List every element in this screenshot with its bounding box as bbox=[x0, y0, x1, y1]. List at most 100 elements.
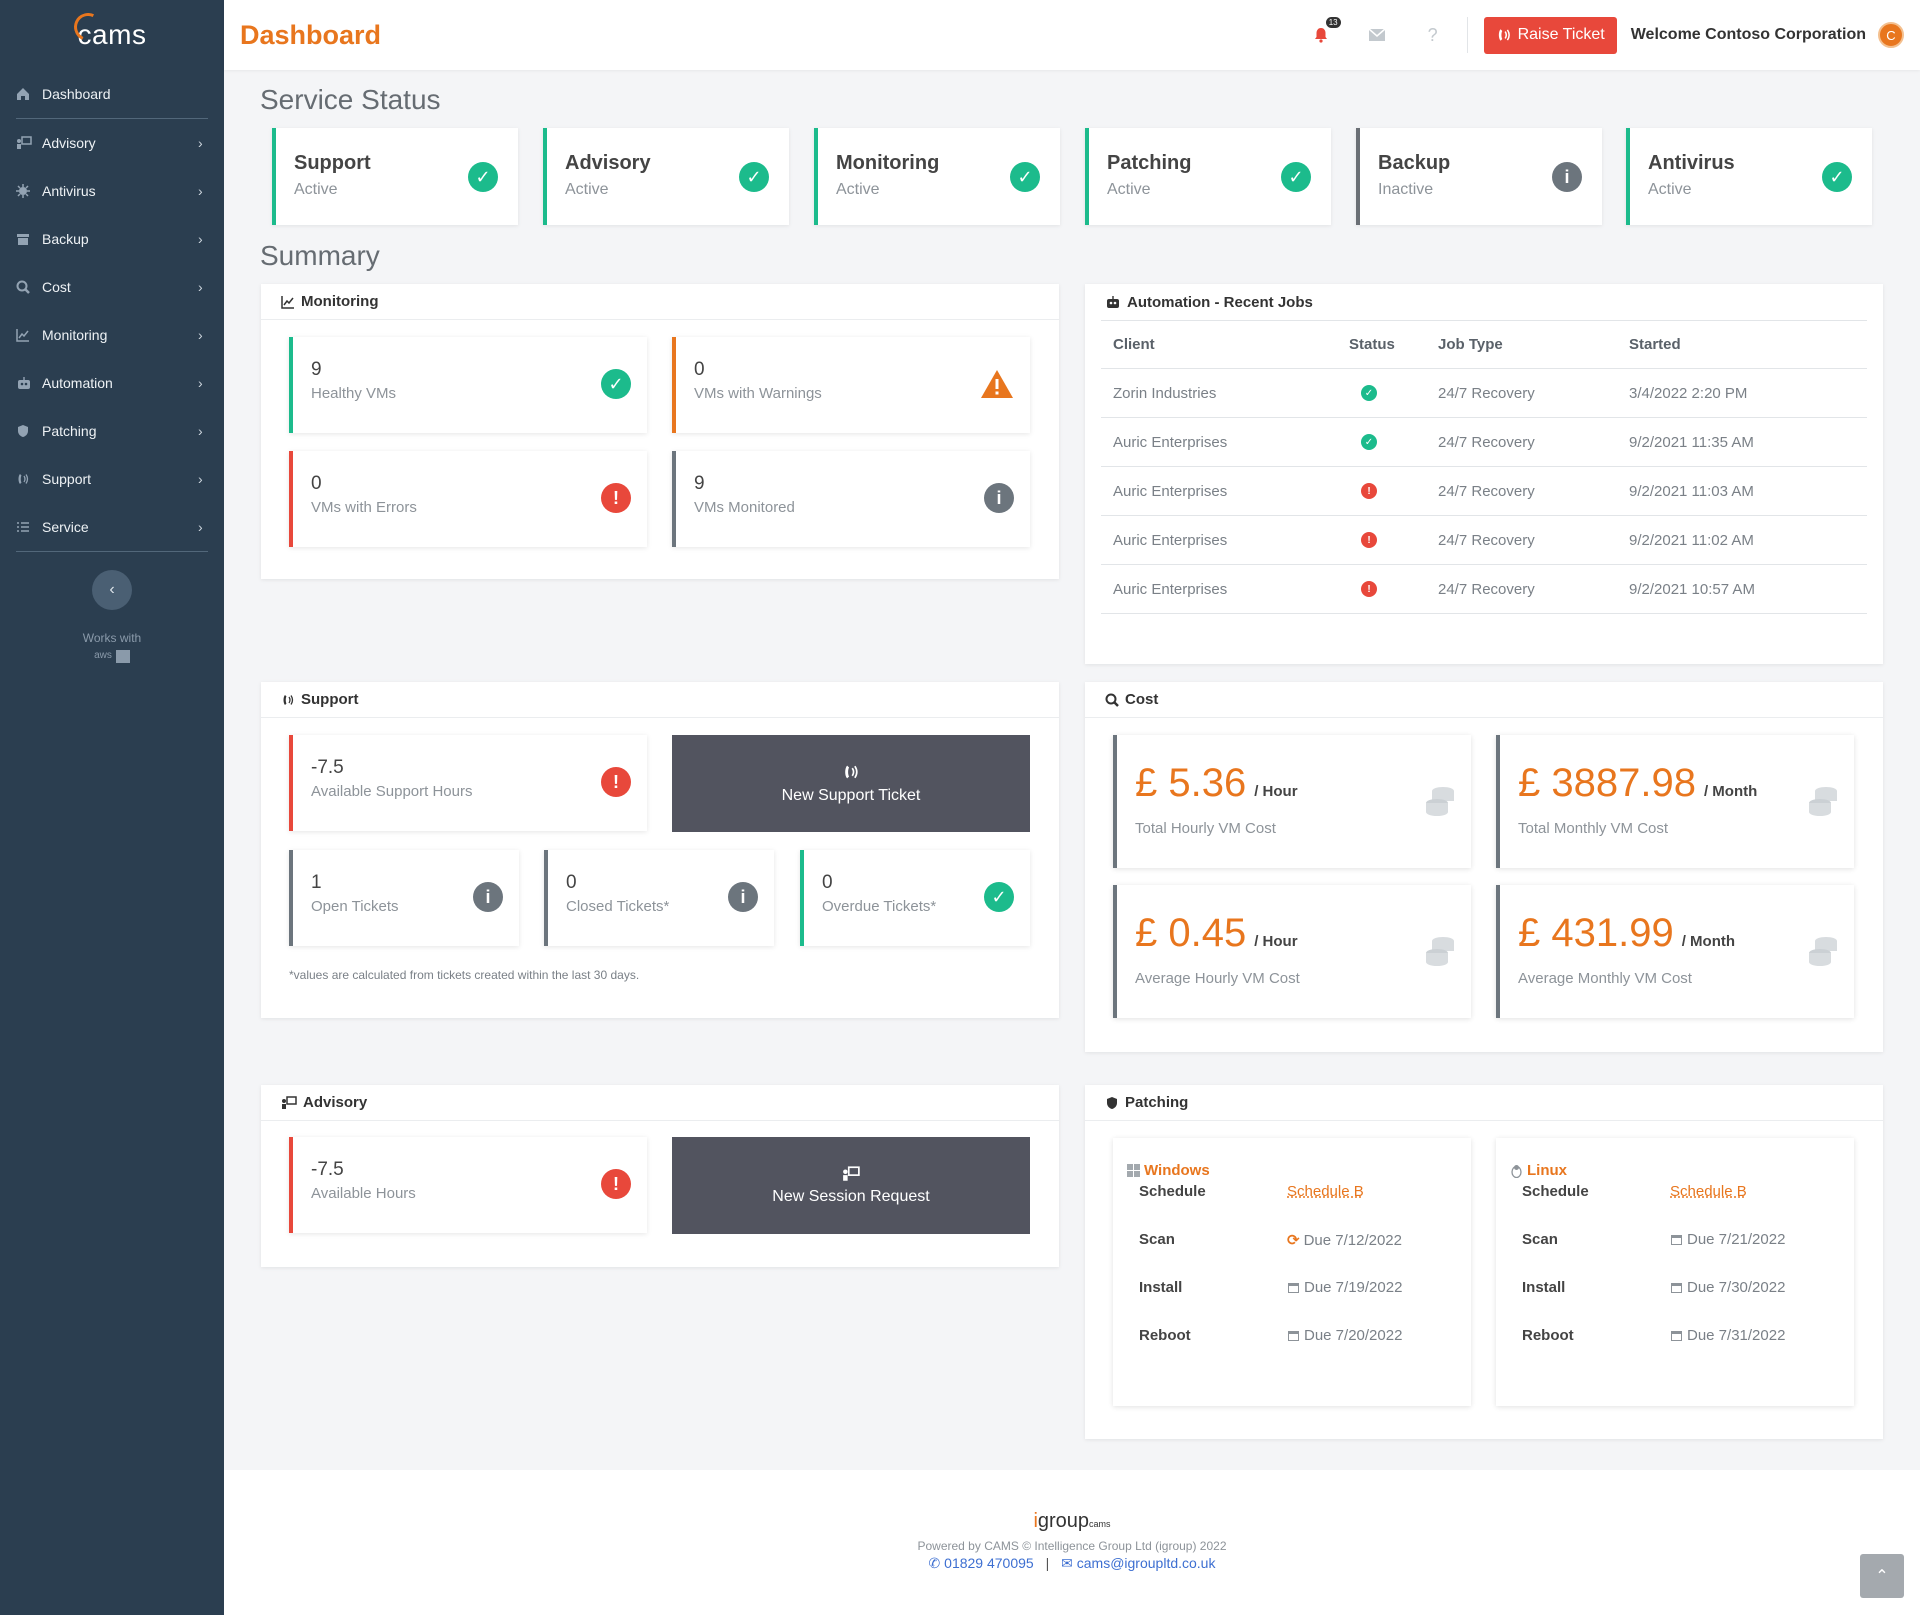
advisory-icon bbox=[843, 1165, 860, 1181]
cell-job-type: 24/7 Recovery bbox=[1426, 466, 1617, 516]
check-circle-icon: ✓ bbox=[468, 162, 498, 192]
status-name: Backup bbox=[1378, 152, 1451, 174]
column-header-client[interactable]: Client bbox=[1101, 320, 1337, 369]
column-header-status[interactable]: Status bbox=[1337, 320, 1426, 369]
chevron-right-icon: › bbox=[198, 327, 203, 343]
advisory-hours-card[interactable]: -7.5 Available Hours ! bbox=[289, 1137, 647, 1233]
aws-label: aws bbox=[94, 650, 112, 661]
warning-vms-card[interactable]: 0 VMs with Warnings bbox=[672, 337, 1030, 433]
notification-count: 13 bbox=[1325, 17, 1341, 28]
sidebar-item-service[interactable]: Service › bbox=[0, 503, 224, 551]
error-vms-card[interactable]: 0 VMs with Errors ! bbox=[289, 451, 647, 547]
table-header-row: Client Status Job Type Started bbox=[1101, 320, 1867, 369]
messages-button[interactable] bbox=[1365, 23, 1389, 47]
table-row[interactable]: Zorin Industries ✓ 24/7 Recovery 3/4/202… bbox=[1101, 368, 1867, 418]
cell-started: 9/2/2021 10:57 AM bbox=[1617, 564, 1867, 614]
cost-label: Total Hourly VM Cost bbox=[1135, 820, 1276, 837]
column-header-job-type[interactable]: Job Type bbox=[1426, 320, 1617, 369]
cost-unit: / Hour bbox=[1254, 783, 1298, 800]
automation-panel: Automation - Recent Jobs Client Status J… bbox=[1085, 284, 1883, 664]
patch-row-reboot: Reboot Due 7/31/2022 bbox=[1510, 1327, 1840, 1375]
patch-row-scan: Scan Due 7/21/2022 bbox=[1510, 1231, 1840, 1279]
closed-tickets-card[interactable]: 0 Closed Tickets* i bbox=[544, 850, 774, 946]
cost-label: Average Monthly VM Cost bbox=[1518, 970, 1692, 987]
status-card-support[interactable]: Support Active ✓ bbox=[272, 128, 518, 225]
new-support-ticket-button[interactable]: New Support Ticket bbox=[672, 735, 1030, 832]
email-link[interactable]: cams@igroupltd.co.uk bbox=[1076, 1555, 1216, 1571]
total-monthly-cost-card[interactable]: £ 3887.98 / Month Total Monthly VM Cost bbox=[1496, 735, 1854, 868]
column-header-started[interactable]: Started bbox=[1617, 320, 1867, 369]
sidebar-item-label: Advisory bbox=[42, 135, 96, 151]
warning-triangle-icon bbox=[981, 370, 1013, 398]
total-hourly-cost-card[interactable]: £ 5.36 / Hour Total Hourly VM Cost bbox=[1113, 735, 1471, 868]
patch-row-install: Install Due 7/30/2022 bbox=[1510, 1279, 1840, 1327]
sidebar-item-antivirus[interactable]: Antivirus › bbox=[0, 167, 224, 215]
cell-client: Zorin Industries bbox=[1101, 368, 1337, 418]
open-tickets-card[interactable]: 1 Open Tickets i bbox=[289, 850, 519, 946]
patch-row-schedule: Schedule Schedule B bbox=[1127, 1183, 1457, 1231]
table-row[interactable]: Auric Enterprises ! 24/7 Recovery 9/2/20… bbox=[1101, 564, 1867, 614]
status-name: Patching bbox=[1107, 152, 1192, 174]
question-icon: ? bbox=[1427, 24, 1438, 45]
metric-label: Open Tickets bbox=[311, 898, 399, 915]
raise-ticket-label: Raise Ticket bbox=[1517, 26, 1605, 43]
button-label: New Session Request bbox=[772, 1187, 930, 1205]
metric-value: 0 bbox=[822, 872, 833, 893]
chevron-right-icon: › bbox=[198, 135, 203, 151]
aws-box-icon bbox=[115, 649, 130, 663]
phone-volume-icon bbox=[16, 472, 34, 486]
exclamation-circle-icon: ! bbox=[1361, 581, 1377, 597]
sidebar-item-automation[interactable]: Automation › bbox=[0, 359, 224, 407]
table-row[interactable]: Auric Enterprises ✓ 24/7 Recovery 9/2/20… bbox=[1101, 417, 1867, 467]
sidebar-item-advisory[interactable]: Advisory › bbox=[0, 119, 224, 167]
metric-label: Available Hours bbox=[311, 1185, 416, 1202]
raise-ticket-button[interactable]: Raise Ticket bbox=[1483, 16, 1617, 54]
os-name: Windows bbox=[1144, 1162, 1210, 1179]
new-session-request-button[interactable]: New Session Request bbox=[672, 1137, 1030, 1234]
monitored-vms-card[interactable]: 9 VMs Monitored i bbox=[672, 451, 1030, 547]
notifications-button[interactable]: 13 bbox=[1309, 17, 1341, 47]
calendar-icon bbox=[1288, 1331, 1299, 1341]
chevron-right-icon: › bbox=[198, 375, 203, 391]
overdue-tickets-card[interactable]: 0 Overdue Tickets* ✓ bbox=[800, 850, 1030, 946]
sidebar-collapse-button[interactable]: ‹ bbox=[92, 570, 132, 610]
check-circle-icon: ✓ bbox=[1822, 162, 1852, 192]
sidebar-item-cost[interactable]: Cost › bbox=[0, 263, 224, 311]
support-hours-card[interactable]: -7.5 Available Support Hours ! bbox=[289, 735, 647, 831]
status-card-antivirus[interactable]: Antivirus Active ✓ bbox=[1626, 128, 1872, 225]
healthy-vms-card[interactable]: 9 Healthy VMs ✓ bbox=[289, 337, 647, 433]
sidebar-item-dashboard[interactable]: Dashboard bbox=[0, 70, 224, 118]
welcome-user[interactable]: Welcome Contoso Corporation bbox=[1630, 26, 1866, 43]
status-card-patching[interactable]: Patching Active ✓ bbox=[1085, 128, 1331, 225]
virus-icon bbox=[16, 184, 34, 198]
schedule-link[interactable]: Schedule B bbox=[1670, 1183, 1747, 1200]
panel-title: Automation - Recent Jobs bbox=[1127, 293, 1313, 311]
average-monthly-cost-card[interactable]: £ 431.99 / Month Average Monthly VM Cost bbox=[1496, 885, 1854, 1018]
sidebar-item-monitoring[interactable]: Monitoring › bbox=[0, 311, 224, 359]
sidebar-item-label: Automation bbox=[42, 375, 113, 391]
sidebar-item-label: Dashboard bbox=[42, 86, 111, 102]
status-card-backup[interactable]: Backup Inactive i bbox=[1356, 128, 1602, 225]
sidebar-item-support[interactable]: Support › bbox=[0, 455, 224, 503]
avatar[interactable]: C bbox=[1878, 22, 1904, 48]
phone-link[interactable]: 01829 470095 bbox=[944, 1555, 1034, 1571]
cams-logo[interactable]: cams bbox=[0, 0, 224, 70]
cell-status: ! bbox=[1337, 564, 1426, 614]
sidebar-item-backup[interactable]: Backup › bbox=[0, 215, 224, 263]
schedule-link[interactable]: Schedule B bbox=[1287, 1183, 1364, 1200]
table-row[interactable]: Auric Enterprises ! 24/7 Recovery 9/2/20… bbox=[1101, 515, 1867, 565]
sidebar-item-label: Cost bbox=[42, 279, 71, 295]
scroll-to-top-button[interactable]: ⌃ bbox=[1860, 1554, 1904, 1598]
help-button[interactable]: ? bbox=[1421, 23, 1445, 47]
sidebar-item-patching[interactable]: Patching › bbox=[0, 407, 224, 455]
status-card-monitoring[interactable]: Monitoring Active ✓ bbox=[814, 128, 1060, 225]
info-circle-icon: i bbox=[728, 882, 758, 912]
table-row[interactable]: Auric Enterprises ! 24/7 Recovery 9/2/20… bbox=[1101, 466, 1867, 516]
average-hourly-cost-card[interactable]: £ 0.45 / Hour Average Hourly VM Cost bbox=[1113, 885, 1471, 1018]
patch-row-reboot: Reboot Due 7/20/2022 bbox=[1127, 1327, 1457, 1375]
status-card-advisory[interactable]: Advisory Active ✓ bbox=[543, 128, 789, 225]
chart-line-icon bbox=[16, 328, 34, 342]
cell-started: 9/2/2021 11:02 AM bbox=[1617, 515, 1867, 565]
logo-i: i bbox=[1033, 1510, 1038, 1532]
metric-label: VMs with Errors bbox=[311, 499, 417, 516]
